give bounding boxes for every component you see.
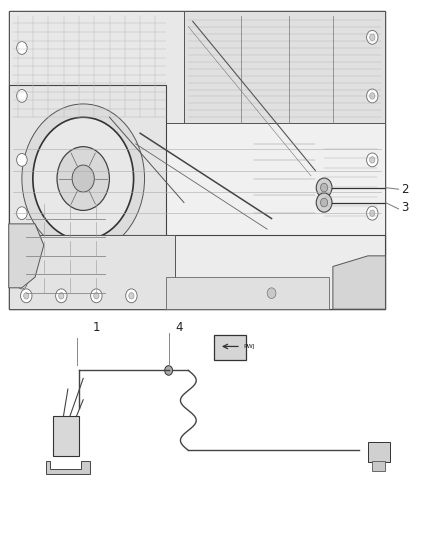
Circle shape: [321, 198, 328, 207]
Circle shape: [57, 147, 110, 211]
Polygon shape: [9, 224, 44, 288]
Circle shape: [321, 183, 328, 192]
Circle shape: [348, 293, 353, 299]
Circle shape: [59, 293, 64, 299]
Polygon shape: [46, 461, 90, 474]
Circle shape: [126, 289, 137, 303]
Polygon shape: [166, 277, 328, 309]
Circle shape: [17, 154, 27, 166]
FancyBboxPatch shape: [9, 85, 166, 261]
FancyBboxPatch shape: [13, 16, 381, 304]
Circle shape: [17, 276, 27, 289]
Circle shape: [72, 165, 94, 192]
FancyBboxPatch shape: [214, 335, 246, 360]
Polygon shape: [333, 256, 385, 309]
FancyBboxPatch shape: [9, 123, 385, 235]
Circle shape: [267, 288, 276, 298]
Circle shape: [213, 289, 225, 303]
FancyBboxPatch shape: [372, 461, 385, 471]
Circle shape: [91, 289, 102, 303]
Text: 1: 1: [92, 321, 100, 334]
Circle shape: [367, 153, 378, 167]
Circle shape: [370, 210, 375, 216]
FancyBboxPatch shape: [9, 11, 385, 309]
Circle shape: [22, 104, 145, 253]
Circle shape: [216, 293, 222, 299]
Circle shape: [370, 157, 375, 163]
Circle shape: [370, 285, 375, 291]
Text: 4: 4: [176, 321, 184, 334]
Circle shape: [17, 207, 27, 220]
Text: 2: 2: [401, 183, 408, 196]
Circle shape: [367, 206, 378, 220]
Circle shape: [370, 93, 375, 99]
Circle shape: [286, 293, 292, 299]
Circle shape: [94, 293, 99, 299]
Circle shape: [367, 281, 378, 295]
Circle shape: [283, 289, 295, 303]
Circle shape: [367, 30, 378, 44]
Circle shape: [165, 366, 173, 375]
FancyBboxPatch shape: [184, 11, 385, 123]
FancyBboxPatch shape: [368, 442, 390, 462]
Circle shape: [33, 117, 134, 240]
FancyBboxPatch shape: [53, 416, 79, 456]
FancyBboxPatch shape: [9, 235, 175, 309]
Circle shape: [367, 89, 378, 103]
FancyBboxPatch shape: [9, 11, 184, 123]
Circle shape: [316, 178, 332, 197]
Circle shape: [17, 90, 27, 102]
Circle shape: [345, 289, 356, 303]
Circle shape: [316, 193, 332, 212]
Circle shape: [56, 289, 67, 303]
Circle shape: [129, 293, 134, 299]
Circle shape: [21, 289, 32, 303]
Circle shape: [17, 239, 27, 252]
Circle shape: [17, 42, 27, 54]
Text: 3: 3: [401, 201, 408, 214]
Circle shape: [370, 34, 375, 41]
Circle shape: [24, 293, 29, 299]
FancyBboxPatch shape: [9, 235, 385, 309]
Text: PWJ: PWJ: [243, 344, 255, 350]
